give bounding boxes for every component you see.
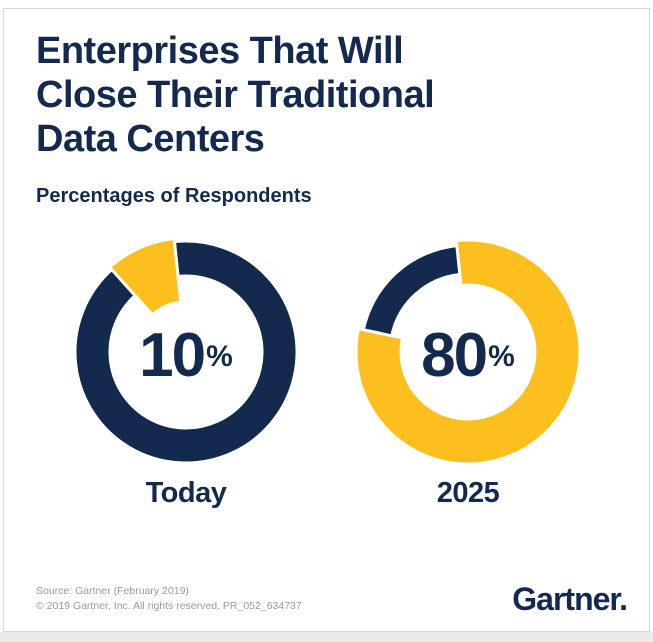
page-bottom-band xyxy=(0,632,653,642)
donut-chart-2025: 80 % 2025 xyxy=(332,234,604,524)
chart-label-today: Today xyxy=(145,477,227,509)
donut-segment-will-close xyxy=(107,236,183,317)
donut-svg-2025 xyxy=(354,238,582,466)
gartner-logo: Gartner. xyxy=(512,581,628,617)
source-line-1: Source: Gartner (February 2019) xyxy=(36,585,189,597)
donut-segment-remainder xyxy=(73,239,299,465)
chart-subtitle: Percentages of Respondents xyxy=(36,185,312,207)
chart-label-2025: 2025 xyxy=(436,477,500,509)
donut-svg-today xyxy=(73,236,299,465)
source-line-2: © 2019 Gartner, Inc. All rights reserved… xyxy=(36,600,302,612)
title-line-3: Data Centers xyxy=(36,118,265,160)
page-title: Enterprises That Will Close Their Tradit… xyxy=(36,29,435,161)
donut-segment-will-close xyxy=(354,238,582,466)
donut-chart-today: 10 % Today xyxy=(50,234,322,524)
donut-segment-remainder xyxy=(361,243,462,338)
infographic-card: Enterprises That Will Close Their Tradit… xyxy=(3,8,650,632)
title-line-2: Close Their Traditional xyxy=(36,74,435,116)
source-note: Source: Gartner (February 2019) © 2019 G… xyxy=(36,584,302,614)
title-line-1: Enterprises That Will xyxy=(36,30,404,72)
